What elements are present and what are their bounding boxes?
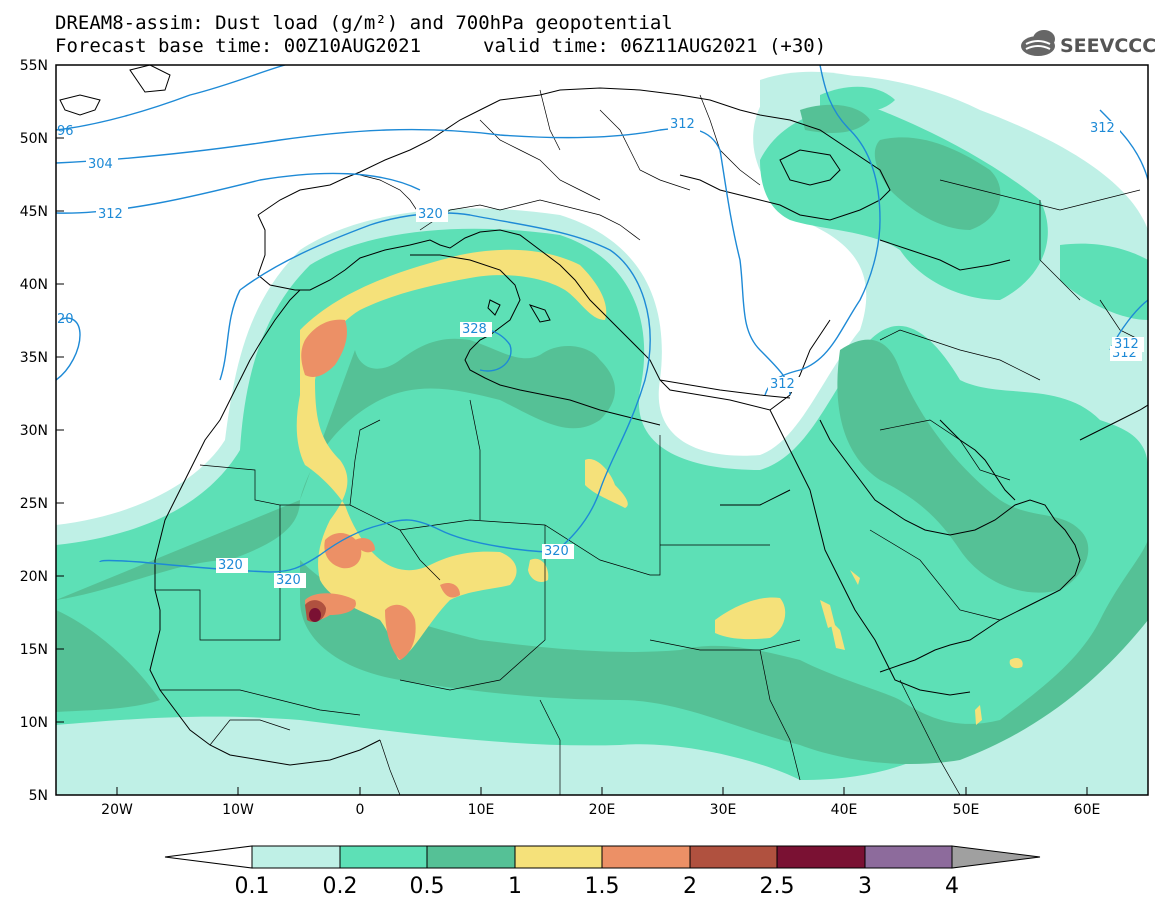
lon-label: 40E bbox=[831, 802, 858, 818]
axis-ticks bbox=[56, 64, 1088, 795]
colorbar-segment bbox=[339, 845, 428, 869]
colorbar-segment bbox=[776, 845, 866, 869]
colorbar: 0.1 0.2 0.5 1 1.5 2 2.5 3 4 bbox=[164, 845, 1041, 899]
dust-layer-1.5 bbox=[301, 319, 460, 660]
country-borders bbox=[155, 89, 1141, 795]
cloud-icon bbox=[1021, 30, 1055, 56]
lat-label: 15N bbox=[20, 642, 48, 658]
map-area: 96 304 312 312 320 20 328 312 312 312 32… bbox=[56, 65, 1148, 795]
colorbar-label: 3 bbox=[858, 874, 872, 899]
colorbar-segment bbox=[601, 845, 691, 869]
contour-label: 96 bbox=[57, 124, 74, 139]
lat-label: 25N bbox=[20, 496, 48, 512]
contour-labels: 96 304 312 312 320 20 328 312 312 312 32… bbox=[57, 117, 1144, 588]
logo-text: SEEVCCC bbox=[1060, 35, 1156, 57]
contour-label: 312 bbox=[770, 377, 795, 392]
contour-label: 304 bbox=[88, 157, 113, 172]
contour-label: 312 bbox=[98, 207, 123, 222]
valid-time: valid time: 06Z11AUG2021 (+30) bbox=[483, 35, 827, 57]
lat-label: 55N bbox=[20, 58, 48, 74]
forecast-base-time: Forecast base time: 00Z10AUG2021 bbox=[55, 35, 422, 57]
colorbar-label: 2 bbox=[683, 874, 697, 899]
colorbar-label: 0.2 bbox=[323, 874, 358, 899]
colorbar-low-arrow bbox=[164, 845, 253, 869]
colorbar-label: 2.5 bbox=[760, 874, 795, 899]
colorbar-segment bbox=[251, 845, 341, 869]
lat-label: 5N bbox=[29, 788, 48, 804]
lat-label: 50N bbox=[20, 131, 48, 147]
colorbar-segment bbox=[864, 845, 953, 869]
colorbar-segment bbox=[426, 845, 516, 869]
seevccc-logo: SEEVCCC bbox=[1021, 30, 1156, 57]
lat-label: 45N bbox=[20, 204, 48, 220]
contour-label: 320 bbox=[418, 207, 443, 222]
lon-label: 0 bbox=[356, 802, 365, 818]
contour-label: 320 bbox=[218, 558, 243, 573]
contour-label: 312 bbox=[670, 117, 695, 132]
contour-label: 312 bbox=[1114, 337, 1139, 352]
dust-layer-0.5 bbox=[56, 104, 1148, 765]
lon-label: 50E bbox=[953, 802, 980, 818]
lat-label: 30N bbox=[20, 423, 48, 439]
colorbar-segment bbox=[689, 845, 778, 869]
lat-label: 40N bbox=[20, 277, 48, 293]
contour-label: 312 bbox=[1090, 121, 1115, 136]
lat-label: 10N bbox=[20, 715, 48, 731]
lon-label: 60E bbox=[1074, 802, 1101, 818]
colorbar-label: 0.1 bbox=[235, 874, 270, 899]
colorbar-label: 0.5 bbox=[410, 874, 445, 899]
lon-label: 10W bbox=[222, 802, 254, 818]
map-title: DREAM8-assim: Dust load (g/m²) and 700hP… bbox=[55, 12, 673, 34]
contour-label: 20 bbox=[57, 312, 74, 327]
dust-layer-1 bbox=[296, 249, 1023, 725]
lon-label: 10E bbox=[468, 802, 495, 818]
lon-label: 30E bbox=[710, 802, 737, 818]
contour-label: 328 bbox=[462, 322, 487, 337]
longitude-labels: 20W 10W 0 10E 20E 30E 40E 50E 60E bbox=[101, 802, 1100, 818]
colorbar-label: 4 bbox=[945, 874, 959, 899]
colorbar-label: 1.5 bbox=[585, 874, 620, 899]
latitude-labels: 55N 50N 45N 40N 35N 30N 25N 20N 15N 10N … bbox=[20, 58, 48, 804]
colorbar-high-arrow bbox=[951, 845, 1041, 869]
lat-label: 20N bbox=[20, 569, 48, 585]
contour-label: 320 bbox=[276, 573, 301, 588]
dust-layer-2.5 bbox=[309, 608, 321, 622]
contour-label: 320 bbox=[544, 544, 569, 559]
lon-label: 20E bbox=[589, 802, 616, 818]
colorbar-segment bbox=[514, 845, 603, 869]
lon-label: 20W bbox=[101, 802, 133, 818]
lat-label: 35N bbox=[20, 350, 48, 366]
colorbar-label: 1 bbox=[508, 874, 522, 899]
coastlines bbox=[59, 65, 1148, 766]
